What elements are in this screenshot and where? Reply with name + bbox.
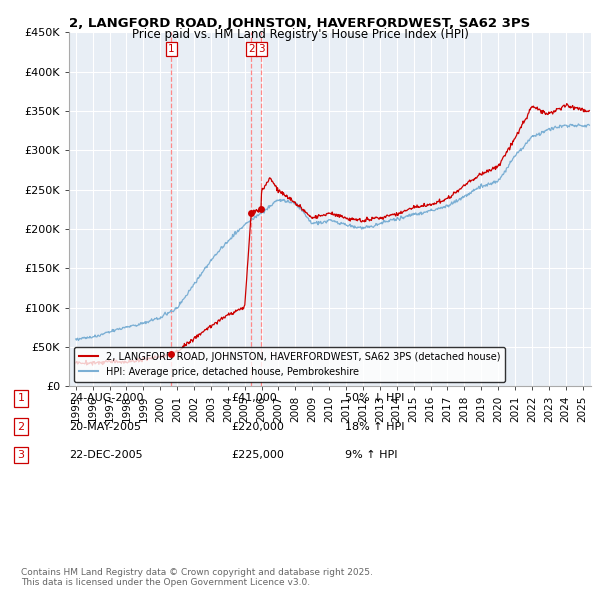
Text: 3: 3 bbox=[258, 44, 265, 54]
Legend: 2, LANGFORD ROAD, JOHNSTON, HAVERFORDWEST, SA62 3PS (detached house), HPI: Avera: 2, LANGFORD ROAD, JOHNSTON, HAVERFORDWES… bbox=[74, 347, 505, 382]
Text: £220,000: £220,000 bbox=[231, 422, 284, 431]
Text: £225,000: £225,000 bbox=[231, 450, 284, 460]
Text: 24-AUG-2000: 24-AUG-2000 bbox=[69, 394, 143, 403]
Text: 20-MAY-2005: 20-MAY-2005 bbox=[69, 422, 141, 431]
Text: 9% ↑ HPI: 9% ↑ HPI bbox=[345, 450, 398, 460]
Text: 50% ↓ HPI: 50% ↓ HPI bbox=[345, 394, 404, 403]
Text: 2: 2 bbox=[17, 422, 25, 431]
Text: Contains HM Land Registry data © Crown copyright and database right 2025.
This d: Contains HM Land Registry data © Crown c… bbox=[21, 568, 373, 587]
Text: 3: 3 bbox=[17, 450, 25, 460]
Text: 1: 1 bbox=[168, 44, 175, 54]
Text: 2, LANGFORD ROAD, JOHNSTON, HAVERFORDWEST, SA62 3PS: 2, LANGFORD ROAD, JOHNSTON, HAVERFORDWES… bbox=[70, 17, 530, 30]
Text: Price paid vs. HM Land Registry's House Price Index (HPI): Price paid vs. HM Land Registry's House … bbox=[131, 28, 469, 41]
Text: 2: 2 bbox=[248, 44, 254, 54]
Text: £41,000: £41,000 bbox=[231, 394, 277, 403]
Text: 22-DEC-2005: 22-DEC-2005 bbox=[69, 450, 143, 460]
Text: 1: 1 bbox=[17, 394, 25, 403]
Text: 18% ↑ HPI: 18% ↑ HPI bbox=[345, 422, 404, 431]
